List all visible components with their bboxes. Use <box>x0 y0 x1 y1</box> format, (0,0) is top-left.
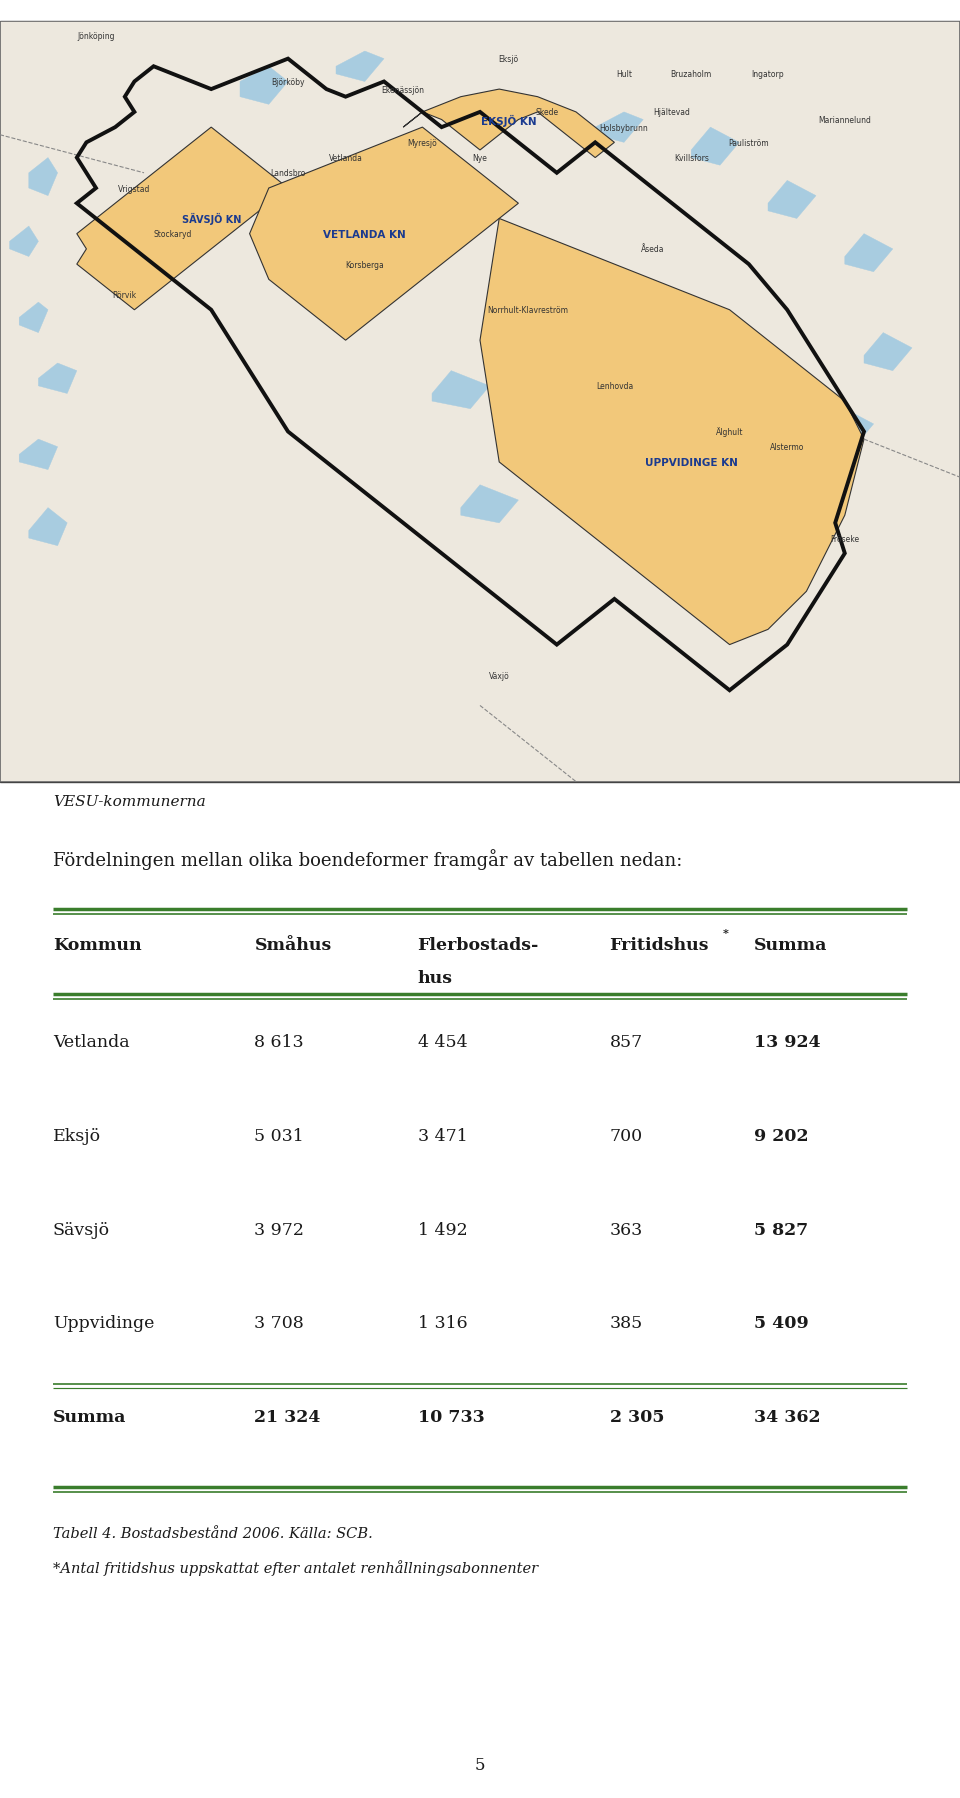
Text: SÄVSJÖ KN: SÄVSJÖ KN <box>181 214 241 225</box>
Text: 385: 385 <box>610 1314 643 1331</box>
Text: 363: 363 <box>610 1221 643 1237</box>
Polygon shape <box>576 387 634 424</box>
Text: Fröseke: Fröseke <box>830 534 859 543</box>
Text: Björköby: Björköby <box>272 77 304 86</box>
Text: 1 316: 1 316 <box>418 1314 468 1331</box>
Text: 2 305: 2 305 <box>610 1408 664 1424</box>
Text: Eksjö: Eksjö <box>499 56 518 65</box>
Polygon shape <box>480 219 864 645</box>
Polygon shape <box>240 67 288 106</box>
Polygon shape <box>29 509 67 547</box>
Polygon shape <box>653 448 710 485</box>
Polygon shape <box>77 128 288 311</box>
Text: 21 324: 21 324 <box>254 1408 321 1424</box>
Polygon shape <box>10 227 38 257</box>
Text: Holsbybrunn: Holsbybrunn <box>600 124 648 133</box>
Text: Vrigstad: Vrigstad <box>118 185 151 194</box>
Text: Älghult: Älghult <box>716 428 743 437</box>
Polygon shape <box>826 410 874 448</box>
Text: UPPVIDINGE KN: UPPVIDINGE KN <box>645 458 737 467</box>
Text: 34 362: 34 362 <box>754 1408 820 1424</box>
Text: *: * <box>723 928 729 939</box>
Polygon shape <box>528 295 586 333</box>
Text: Kommun: Kommun <box>53 937 141 953</box>
Text: Korsberga: Korsberga <box>346 261 384 270</box>
Text: 13 924: 13 924 <box>754 1034 820 1050</box>
Polygon shape <box>595 113 643 144</box>
Text: Mariannelund: Mariannelund <box>818 115 872 124</box>
Polygon shape <box>38 363 77 394</box>
Polygon shape <box>403 90 614 158</box>
Text: Bruzaholm: Bruzaholm <box>671 70 711 79</box>
Text: Växjö: Växjö <box>489 671 510 680</box>
Text: Kvillsfors: Kvillsfors <box>674 155 708 164</box>
Polygon shape <box>461 485 518 523</box>
Text: Stockaryd: Stockaryd <box>154 230 192 239</box>
Text: 5 409: 5 409 <box>754 1314 808 1331</box>
Text: 5: 5 <box>475 1757 485 1773</box>
Text: 3 972: 3 972 <box>254 1221 304 1237</box>
Text: 8 613: 8 613 <box>254 1034 304 1050</box>
Text: Hjältevad: Hjältevad <box>654 108 690 117</box>
Polygon shape <box>864 333 912 372</box>
Text: 4 454: 4 454 <box>418 1034 468 1050</box>
Text: 700: 700 <box>610 1127 643 1144</box>
Text: 5 031: 5 031 <box>254 1127 304 1144</box>
Text: hus: hus <box>418 969 452 985</box>
Polygon shape <box>691 333 749 372</box>
Text: VESU-kommunerna: VESU-kommunerna <box>53 795 205 809</box>
Text: 857: 857 <box>610 1034 643 1050</box>
Text: Flerbostads-: Flerbostads- <box>418 937 539 953</box>
Text: 5 827: 5 827 <box>754 1221 808 1237</box>
Text: 1 492: 1 492 <box>418 1221 468 1237</box>
Text: Skede: Skede <box>536 108 559 117</box>
Text: Hult: Hult <box>616 70 632 79</box>
Polygon shape <box>365 257 422 295</box>
Text: Jönköping: Jönköping <box>77 32 115 41</box>
Text: 10 733: 10 733 <box>418 1408 485 1424</box>
Text: Landsbro: Landsbro <box>271 169 305 178</box>
Polygon shape <box>768 182 816 219</box>
Bar <box>0 22 960 782</box>
Text: 3 708: 3 708 <box>254 1314 304 1331</box>
Text: VETLANDA KN: VETLANDA KN <box>324 230 406 239</box>
Text: 9 202: 9 202 <box>754 1127 808 1144</box>
Polygon shape <box>29 158 58 196</box>
Polygon shape <box>432 372 490 410</box>
Text: Nye: Nye <box>472 155 488 164</box>
Text: Uppvidinge: Uppvidinge <box>53 1314 155 1331</box>
Polygon shape <box>691 128 739 165</box>
Text: 3 471: 3 471 <box>418 1127 468 1144</box>
Polygon shape <box>845 234 893 273</box>
Polygon shape <box>336 52 384 83</box>
Polygon shape <box>250 128 518 342</box>
Polygon shape <box>480 90 528 120</box>
Text: Summa: Summa <box>754 937 827 953</box>
Polygon shape <box>19 304 48 333</box>
Text: Lenhovda: Lenhovda <box>596 383 633 392</box>
Text: Fritidshus: Fritidshus <box>610 937 709 953</box>
Text: *Antal fritidshus uppskattat efter antalet renhållningsabonnenter: *Antal fritidshus uppskattat efter antal… <box>53 1559 538 1575</box>
Polygon shape <box>19 441 58 471</box>
Text: Norrhult-Klavreström: Norrhult-Klavreström <box>488 306 568 315</box>
Text: Fördelningen mellan olika boendeformer framgår av tabellen nedan:: Fördelningen mellan olika boendeformer f… <box>53 849 683 870</box>
Text: Tabell 4. Bostadsbestånd 2006. Källa: SCB.: Tabell 4. Bostadsbestånd 2006. Källa: SC… <box>53 1527 372 1541</box>
Text: Ingatorp: Ingatorp <box>752 70 784 79</box>
Text: Vetlanda: Vetlanda <box>328 155 363 164</box>
Text: Eksjö: Eksjö <box>53 1127 101 1144</box>
Text: EKSJÖ KN: EKSJÖ KN <box>481 115 537 126</box>
Text: Alstermo: Alstermo <box>770 442 804 451</box>
Text: Småhus: Småhus <box>254 937 331 953</box>
Text: Åseda: Åseda <box>641 245 664 254</box>
Text: Myresjö: Myresjö <box>408 138 437 147</box>
Text: Vetlanda: Vetlanda <box>53 1034 130 1050</box>
Polygon shape <box>787 485 835 523</box>
Text: Summa: Summa <box>53 1408 126 1424</box>
Text: Pauliström: Pauliström <box>729 138 769 147</box>
Text: Sävsjö: Sävsjö <box>53 1221 110 1237</box>
Text: Rörvik: Rörvik <box>112 291 137 300</box>
Text: Ekenässjön: Ekenässjön <box>382 86 424 95</box>
